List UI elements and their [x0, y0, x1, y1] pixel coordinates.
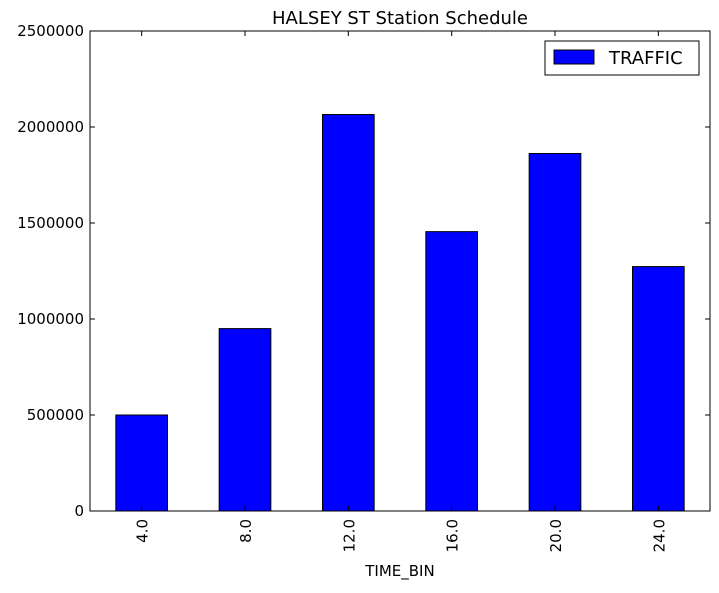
- bar-24.0: [632, 266, 685, 512]
- x-tick-label: 4.0: [134, 519, 152, 543]
- y-tick-label: 0: [74, 502, 84, 520]
- bar-12.0: [322, 114, 375, 512]
- x-tick-label: 24.0: [650, 519, 668, 552]
- y-tick-label: 1000000: [17, 310, 84, 328]
- chart-title: HALSEY ST Station Schedule: [272, 8, 528, 29]
- x-tick-label: 8.0: [237, 519, 255, 543]
- x-tick-label: 20.0: [547, 519, 565, 552]
- plot-frame: [89, 30, 711, 512]
- x-tick-label: 16.0: [444, 519, 462, 552]
- legend-swatch: [553, 49, 595, 65]
- legend-label: TRAFFIC: [608, 48, 683, 69]
- bar-8.0: [218, 328, 272, 512]
- y-tick-label: 500000: [27, 406, 84, 424]
- bar-20.0: [528, 152, 582, 512]
- y-tick-label: 2000000: [17, 118, 84, 136]
- axes-layer: 0 500000 1000000 1500000 2000000 2500000 4.0 8.…: [17, 22, 711, 552]
- bar-4.0: [115, 414, 169, 512]
- y-tick-label: 1500000: [17, 214, 84, 232]
- legend: TRAFFIC: [544, 40, 700, 76]
- bars-layer: [115, 114, 685, 512]
- x-axis-label: TIME_BIN: [364, 562, 434, 581]
- x-tick-label: 12.0: [340, 519, 358, 552]
- bar-16.0: [425, 231, 479, 512]
- y-tick-label: 2500000: [17, 22, 84, 40]
